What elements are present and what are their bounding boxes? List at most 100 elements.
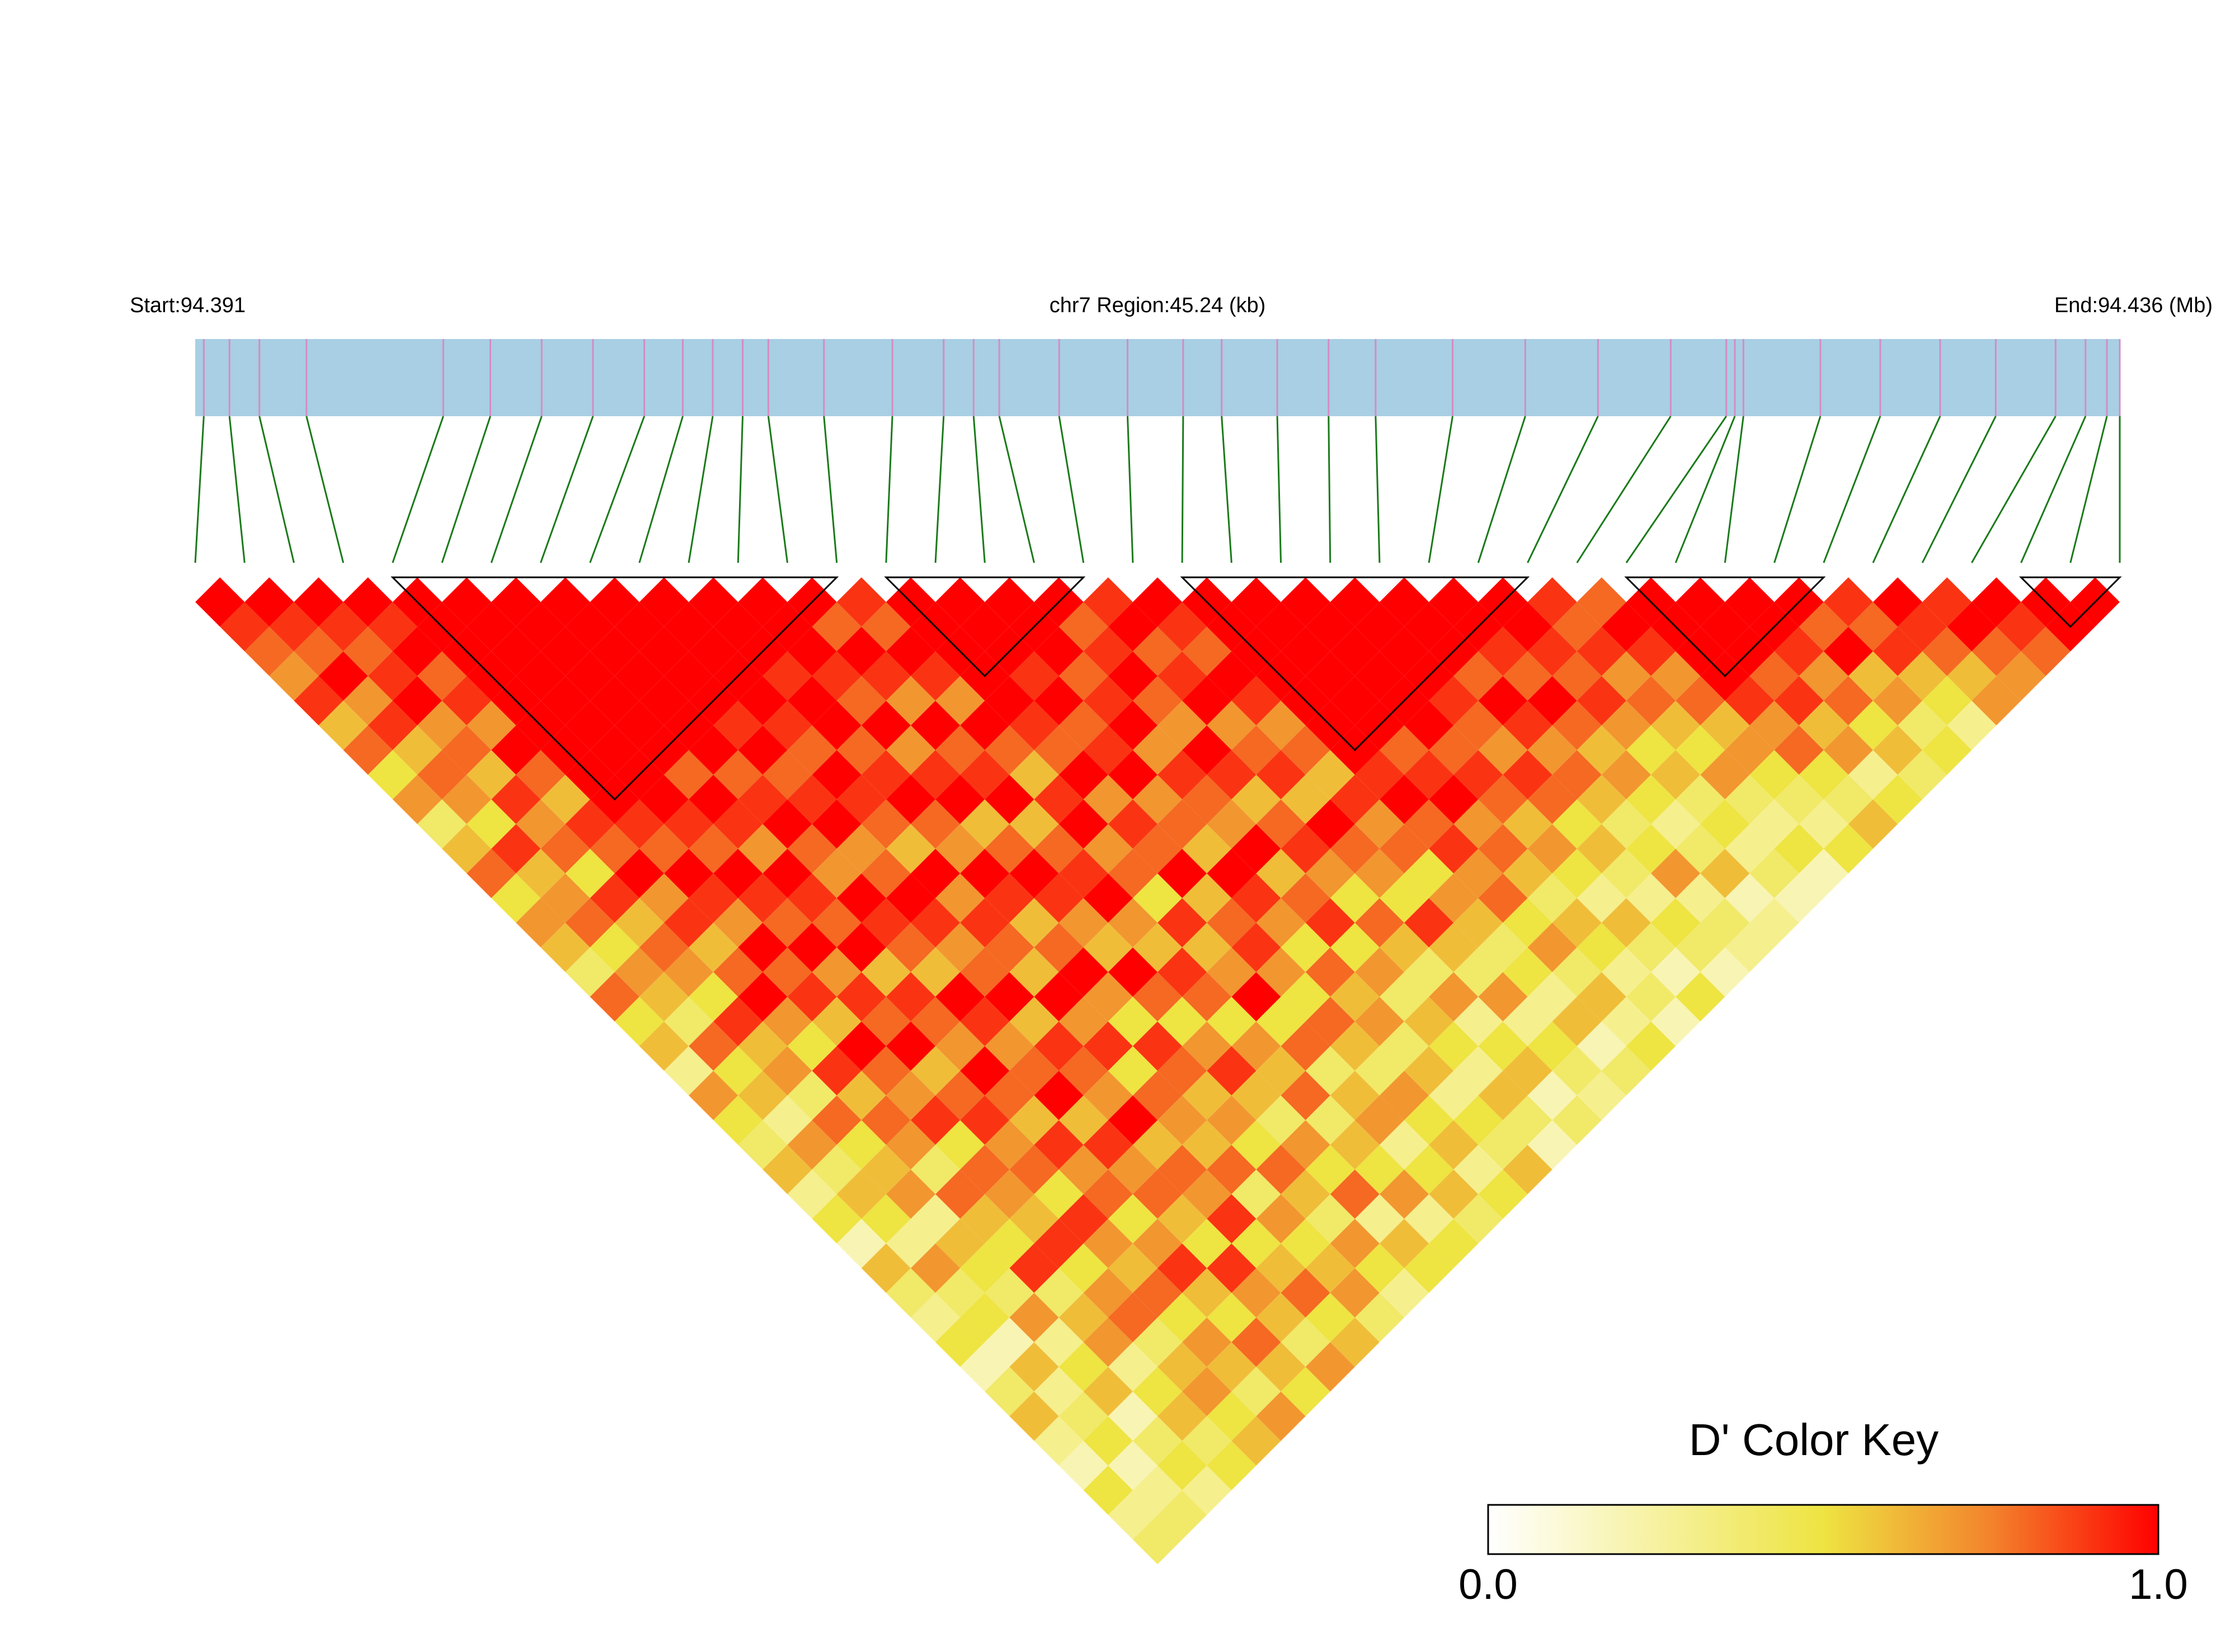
ld-cell <box>935 1218 985 1268</box>
snp-connector <box>1477 416 1526 563</box>
snp-connector <box>589 416 646 563</box>
ld-cell <box>935 725 985 775</box>
ld-cell <box>812 1194 862 1244</box>
snp-connector <box>1375 416 1381 563</box>
region-label: chr7 Region:45.24 (kb) <box>1050 294 1266 317</box>
ld-cell <box>491 774 541 825</box>
ld-cell <box>244 577 294 627</box>
ld-cell <box>812 750 862 799</box>
snp-connector <box>1276 416 1282 563</box>
snp-connector <box>258 416 295 563</box>
ld-cell <box>1478 824 1528 874</box>
ld-cell <box>368 700 417 750</box>
ld-cell <box>417 700 467 750</box>
ld-cell <box>1478 873 1528 923</box>
ld-cell <box>935 1021 985 1071</box>
ld-cell <box>1058 898 1108 948</box>
ld-cell <box>1158 1145 1207 1194</box>
ld-cell <box>417 799 467 849</box>
ld-cell <box>368 602 417 652</box>
ld-cell <box>812 1046 862 1096</box>
ld-block <box>1180 576 1530 751</box>
ld-cell <box>1058 947 1108 997</box>
ld-cell <box>935 577 985 627</box>
snp-connector <box>1181 416 1184 563</box>
ld-cell <box>812 651 862 701</box>
snp-connector <box>1576 416 1672 563</box>
ld-cell <box>1231 577 1281 627</box>
ld-cell <box>368 651 417 701</box>
ld-cell <box>1231 1317 1281 1367</box>
ld-cell <box>1725 923 1775 972</box>
snp-connector <box>1058 416 1085 563</box>
snp-connector <box>2020 416 2087 563</box>
color-key <box>1487 1504 2159 1555</box>
ld-cell <box>812 996 862 1046</box>
ld-cell <box>1231 774 1281 825</box>
snp-connector <box>688 416 714 563</box>
ld-cell <box>1478 1169 1528 1219</box>
ld-cell <box>812 602 862 652</box>
ld-block <box>1624 576 1826 677</box>
ld-cell <box>1725 577 1775 627</box>
snp-connector <box>2069 416 2108 563</box>
ld-cell <box>1231 676 1281 726</box>
ld-cell <box>935 1071 985 1121</box>
snp-connector <box>540 416 594 563</box>
snp-connector <box>228 416 246 563</box>
ld-cell <box>1305 1145 1355 1194</box>
ld-cell <box>590 972 639 1022</box>
snp-connector <box>1428 416 1453 563</box>
snp-connector <box>1328 416 1331 563</box>
ld-cell <box>812 849 862 898</box>
ld-cell <box>1058 1342 1108 1392</box>
ld-cell <box>689 923 738 972</box>
ld-cell <box>1552 1095 1602 1145</box>
ld-cell <box>812 947 862 997</box>
ld-cell <box>1478 676 1528 726</box>
ld-cell <box>1231 1120 1281 1170</box>
snp-connector <box>441 416 491 563</box>
ld-cell <box>1404 1145 1454 1194</box>
ld-cell <box>1231 923 1281 972</box>
snp-connector <box>305 416 345 563</box>
ld-cell <box>1478 627 1528 676</box>
ld-block <box>2018 576 2122 628</box>
snp-connector <box>1773 416 1822 563</box>
position-bar <box>195 339 2120 416</box>
ld-cell <box>1058 700 1108 750</box>
ld-cell <box>1503 1145 1552 1194</box>
ld-cell <box>590 627 639 676</box>
ld-cell <box>812 700 862 750</box>
ld-cell <box>1725 873 1775 923</box>
ld-cell <box>1009 1145 1059 1194</box>
ld-cell <box>491 627 541 676</box>
ld-cell <box>910 1145 961 1194</box>
ld-cell <box>1256 1145 1306 1194</box>
ld-cell <box>812 1095 862 1145</box>
ld-block <box>884 576 1086 677</box>
snp-connector <box>767 416 788 563</box>
ld-cell <box>935 1317 985 1367</box>
ld-cell <box>1058 1095 1108 1145</box>
ld-cell <box>590 824 639 874</box>
ld-cell <box>1478 1120 1528 1170</box>
ld-cell <box>689 1071 738 1121</box>
ld-cell <box>417 651 467 701</box>
ld-cell <box>1231 1268 1281 1318</box>
snp-connector <box>1724 416 1744 563</box>
snp-connector <box>1823 416 1881 563</box>
ld-cell <box>491 873 541 923</box>
legend-title: D' Color Key <box>1689 1415 1939 1465</box>
ld-cell <box>1058 602 1108 652</box>
ld-cell <box>1231 1071 1281 1121</box>
ld-cell <box>590 725 639 775</box>
ld-cell <box>1231 873 1281 923</box>
ld-cell <box>1453 1145 1503 1194</box>
ld-cell <box>1971 627 2021 676</box>
ld-cell <box>1058 996 1108 1046</box>
snp-connector <box>934 416 945 563</box>
snp-connector <box>392 416 444 563</box>
ld-cell <box>1231 1416 1281 1466</box>
